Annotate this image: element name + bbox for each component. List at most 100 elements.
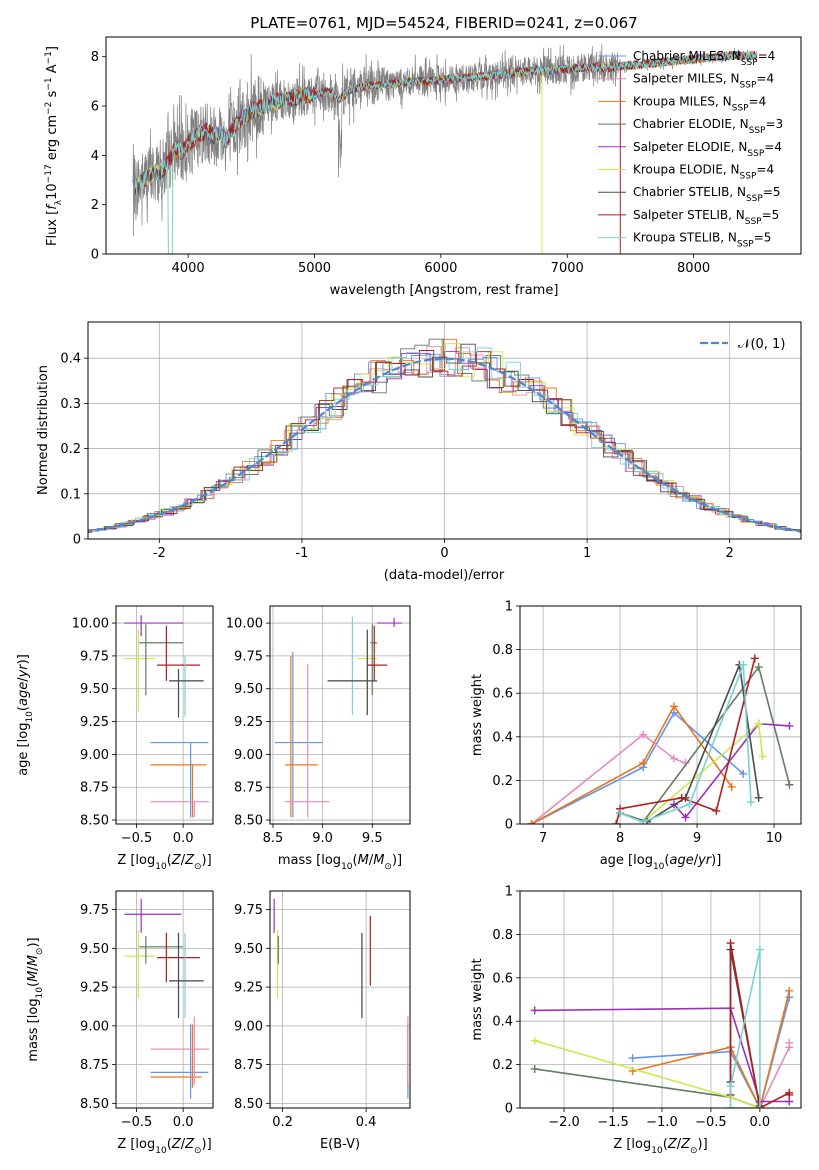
point-marker-kroupa_miles (527, 820, 536, 824)
point-marker-kroupa_stelib (755, 1104, 764, 1108)
x-tick-label: 8000 (677, 261, 710, 276)
label-part: age [log (600, 853, 653, 868)
y-tick-label: 9.75 (80, 649, 109, 664)
x-tick-label: 0.0 (173, 1115, 194, 1130)
label-part: 10 (25, 711, 35, 723)
axis-frame: 8.5 9.0 9.5 8.50 8.75 9.00 9.25 9.50 9.75 10.00 ma… (226, 605, 411, 872)
y-tick-label: 9.00 (234, 1019, 263, 1034)
axis-frame: −0.5 0.0 8.50 8.75 9.00 9.25 9.50 9.75 10.00 Z [l… (16, 605, 214, 872)
errorbar-chabrier_miles (150, 741, 209, 818)
legend-entry-kroupa_elodie: Kroupa ELODIE, NSSP=4 (633, 163, 774, 182)
histogram-salpeter_stelib (88, 350, 801, 533)
point-marker-kroupa_stelib (616, 809, 625, 818)
x-tick-label: −2.0 (548, 1115, 580, 1130)
axes-frame (105, 36, 802, 255)
y-tick-label: 9.25 (80, 715, 109, 730)
x-tick-label: 6000 (424, 261, 457, 276)
panel-age_vs_Z: −0.5 0.0 8.50 8.75 9.00 9.25 9.50 9.75 10.00 Z [l… (16, 605, 214, 872)
x-tick-label: -1 (295, 546, 308, 561)
legend-entry-chabrier_miles: Chabrier MILES, NSSP=4 (633, 49, 775, 68)
label-part: )] (202, 1137, 212, 1152)
axis-frame: 0.2 0.4 8.50 8.75 9.00 9.25 9.50 9.75 E(B-V) (234, 890, 411, 1152)
label-part: )] (26, 937, 41, 947)
y-tick-label: 0.6 (492, 687, 513, 702)
errorbar-salpeter_miles (150, 1016, 210, 1085)
x-tick-label: 0.0 (173, 831, 194, 846)
point-marker-chabrier_miles (628, 1054, 637, 1063)
plot-area (124, 615, 210, 818)
y-tick-label: 0.4 (492, 730, 513, 745)
point-marker-kroupa_stelib (726, 1104, 735, 1108)
x-axis-label: (data-model)/error (384, 568, 505, 583)
histogram-chabrier_miles (88, 353, 801, 532)
point-marker-salpeter_elodie (785, 721, 794, 730)
x-tick-label: -2 (153, 546, 166, 561)
series-line-salpeter_miles (531, 733, 686, 824)
errorbar-chabrier_stelib (327, 629, 378, 715)
y-axis-label: Flux [fλ10−17 erg cm−2 s−1 A−1] (44, 46, 64, 246)
label-part: −1 (44, 51, 54, 64)
y-tick-label: 8.50 (234, 814, 263, 829)
label-part: SSP (746, 194, 763, 204)
label-part: yr (16, 663, 31, 679)
x-tick-label: 9.5 (362, 831, 383, 846)
point-marker-salpeter_miles (785, 1038, 794, 1047)
y-tick-label: 9.25 (234, 715, 263, 730)
label-part: Z (171, 1137, 182, 1152)
label-part: Kroupa ELODIE, N (633, 163, 740, 177)
label-part: age [log (16, 723, 31, 776)
label-part: Z [log (613, 1137, 651, 1152)
label-part: =5 (754, 231, 772, 245)
series-line-salpeter_stelib (615, 658, 756, 824)
plot-area (274, 616, 403, 818)
label-part: ( (26, 982, 41, 987)
errorbar-salpeter_elodie (124, 898, 182, 933)
label-part: Z (667, 1137, 678, 1152)
legend-gaussian-label: 𝒩(0, 1) (738, 337, 785, 352)
y-tick-label: 0.2 (60, 442, 81, 457)
label-part: / (181, 1137, 186, 1152)
label-part: 10 (341, 862, 353, 872)
series-salpeter_elodie (669, 719, 794, 822)
legend-entry-chabrier_stelib: Chabrier STELIB, NSSP=5 (633, 185, 781, 204)
point-marker-salpeter_miles (669, 754, 678, 763)
y-tick-label: 0.1 (60, 487, 81, 502)
label-part: / (677, 1137, 682, 1152)
point-marker-salpeter_stelib (750, 654, 759, 663)
errorbar-kroupa_stelib (169, 932, 204, 1019)
x-axis-label: Z [log10(Z/Z⊙)] (613, 1137, 707, 1156)
errorbar-kroupa_elodie (124, 929, 156, 998)
panel-mass_vs_Z: −0.5 0.08.508.759.009.259.509.75Z [log10(… (26, 890, 214, 1156)
errorbar-salpeter_stelib (367, 625, 388, 681)
errorbar-salpeter_elodie (377, 617, 403, 628)
x-tick-label: 7000 (551, 261, 584, 276)
y-tick-label: 10.00 (72, 617, 109, 632)
point-marker-salpeter_stelib (785, 1090, 794, 1099)
errorbar-salpeter_stelib (157, 625, 200, 681)
axes-frame (115, 890, 214, 1109)
label-part: E(B-V) (320, 1137, 360, 1152)
axes-frame (115, 605, 214, 825)
y-tick-label: 9.25 (234, 981, 263, 996)
series-kroupa_stelib (726, 945, 764, 1108)
y-axis-label: Normed distribution (36, 365, 51, 495)
x-tick-label: −0.5 (695, 1115, 727, 1130)
label-part: SSP (749, 126, 766, 136)
y-tick-label: 1 (505, 885, 513, 900)
point-marker-kroupa_elodie (754, 719, 763, 728)
label-part: λ (54, 199, 64, 205)
y-tick-label: 0.3 (60, 397, 81, 412)
point-marker-kroupa_stelib (755, 945, 764, 954)
label-part: SSP (740, 172, 757, 182)
label-part: =5 (763, 185, 781, 199)
plot-area (132, 44, 758, 254)
y-tick-label: 8.75 (80, 781, 109, 796)
x-tick-label: 9.0 (312, 831, 333, 846)
series-line-kroupa_miles (632, 990, 791, 1108)
label-part: age (669, 853, 693, 868)
label-part: Z [log (117, 853, 155, 868)
axis-frame: -2 -1 0 1 2 0 0.1 0.2 0.3 0.4 𝒩(0, 1) (data-model)/… (36, 321, 802, 583)
axes-frame (269, 890, 411, 1109)
gaussian-curve (88, 357, 801, 533)
y-tick-label: 8.50 (234, 1097, 263, 1112)
